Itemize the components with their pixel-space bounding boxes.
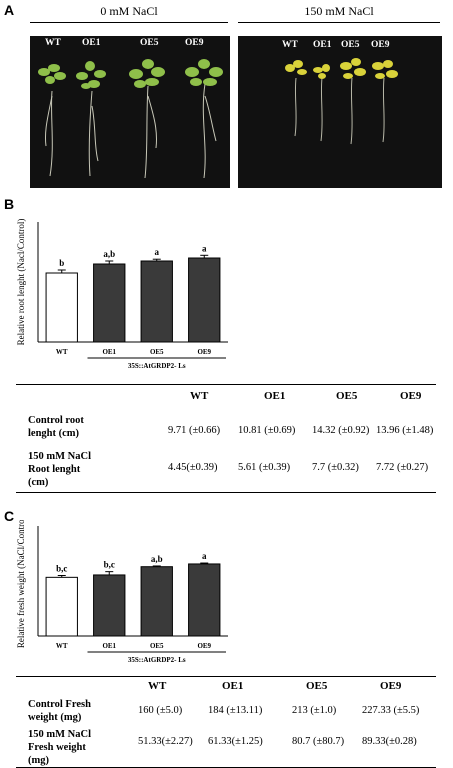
- table-b-bottom-rule: [16, 492, 436, 493]
- salt-label-oe5: OE5: [341, 40, 360, 50]
- significance-letter-wt: b,c: [56, 564, 67, 574]
- bar-oe9: [188, 257, 221, 343]
- control-label-oe5: OE5: [140, 38, 159, 48]
- table-c-row2-label-line3: (mg): [28, 755, 49, 766]
- salt-label-wt: WT: [282, 40, 298, 50]
- panel-b-letter: B: [4, 196, 15, 212]
- bar-oe5: [140, 260, 173, 343]
- table-c-header-wt: WT: [148, 680, 167, 692]
- table-c-row2-oe9: 89.33(±0.28): [362, 736, 417, 747]
- salt-condition-rule: [238, 22, 440, 23]
- significance-letter-oe5: a,b: [151, 554, 163, 564]
- table-b-header-oe9: OE9: [400, 390, 422, 402]
- table-b-row1-label-line2: lenght (cm): [28, 428, 80, 439]
- x-tick-label-oe9: OE9: [197, 642, 211, 650]
- table-b-header-wt: WT: [190, 390, 209, 402]
- panel-a-letter: A: [4, 2, 15, 18]
- bar-oe1: [93, 574, 126, 637]
- bar-oe5: [140, 566, 173, 637]
- control-label-oe9: OE9: [185, 38, 204, 48]
- table-b-row2-label-line3: (cm): [28, 477, 49, 488]
- root-length-chart: Relative root lenght (Nacl/Control) b WT a,…: [16, 219, 228, 370]
- table-c-header-oe5: OE5: [306, 680, 328, 692]
- salt-seedlings-photo: WT OE1 OE5 OE9: [238, 36, 442, 188]
- table-b-row1-oe1: 10.81 (±0.69): [238, 425, 296, 436]
- panel-c-letter: C: [4, 508, 15, 524]
- y-axis-label: Relative fresh weight (NaCl/Control): [16, 520, 26, 648]
- table-b-row1-label-line1: Control root: [28, 415, 84, 426]
- table-b-row2-label-line2: Root lenght: [28, 464, 81, 475]
- table-b-row1-oe5: 14.32 (±0.92): [312, 425, 370, 436]
- transgenic-group-label: 35S::AtGRDP2- Ls: [128, 362, 186, 370]
- x-tick-label-oe1: OE1: [102, 642, 116, 650]
- table-b-header-oe1: OE1: [264, 390, 286, 402]
- table-c-top-rule: [16, 676, 436, 677]
- fresh-weight-table: WT OE1 OE5 OE9 Control Fresh weight (mg)…: [16, 676, 436, 768]
- x-tick-label-oe5: OE5: [150, 642, 164, 650]
- significance-letter-oe1: b,c: [104, 560, 115, 570]
- table-c-row1-oe5: 213 (±1.0): [292, 705, 337, 716]
- table-b-row1-wt: 9.71 (±0.66): [168, 425, 221, 436]
- x-tick-label-wt: WT: [56, 348, 68, 356]
- table-c-row1-label-line2: weight (mg): [28, 712, 82, 723]
- table-c-row1-label: Control Fresh weight (mg): [28, 698, 91, 724]
- salt-seedlings-drawing: [285, 58, 398, 145]
- control-condition-title: 0 mM NaCl: [100, 4, 158, 18]
- significance-letter-oe1: a,b: [103, 249, 115, 259]
- transgenic-group-label: 35S::AtGRDP2- Ls: [128, 656, 186, 664]
- table-b-top-rule: [16, 384, 436, 385]
- table-c-header-oe1: OE1: [222, 680, 244, 692]
- bar-oe1: [93, 263, 126, 343]
- table-c-header-oe9: OE9: [380, 680, 402, 692]
- table-c-row2-wt: 51.33(±2.27): [138, 736, 193, 747]
- significance-letter-oe5: a: [155, 247, 160, 257]
- control-label-wt: WT: [45, 38, 61, 48]
- table-b-row2-wt: 4.45(±0.39): [168, 462, 218, 473]
- significance-letter-oe9: a: [202, 551, 207, 561]
- bar-wt: [45, 576, 78, 637]
- control-seedlings-photo: WT OE1 OE5 OE9: [30, 36, 230, 188]
- table-b-row2-label-line1: 150 mM NaCl: [28, 451, 91, 462]
- table-c-row2-label-line1: 150 mM NaCl: [28, 729, 91, 740]
- significance-letter-oe9: a: [202, 243, 207, 253]
- table-c-row1-label-line1: Control Fresh: [28, 699, 91, 710]
- control-condition-rule: [30, 22, 228, 23]
- control-seedlings-drawing: [38, 59, 223, 179]
- salt-condition-title: 150 mM NaCl: [304, 4, 374, 18]
- table-b-row2-label: 150 mM NaCl Root lenght (cm): [28, 450, 91, 489]
- table-c-row2-label: 150 mM NaCl Fresh weight (mg): [28, 728, 91, 767]
- table-c-row2-oe5: 80.7 (±80.7): [292, 736, 345, 747]
- x-tick-label-oe5: OE5: [150, 348, 164, 356]
- table-c-row2-label-line2: Fresh weight: [28, 742, 86, 753]
- table-c-row1-wt: 160 (±5.0): [138, 705, 183, 716]
- significance-letter-wt: b: [59, 258, 64, 268]
- salt-label-oe9: OE9: [371, 40, 390, 50]
- control-label-oe1: OE1: [82, 38, 101, 48]
- table-b-row2-oe5: 7.7 (±0.32): [312, 462, 359, 473]
- table-b-row2-oe9: 7.72 (±0.27): [376, 462, 429, 473]
- table-b-row1-oe9: 13.96 (±1.48): [376, 425, 434, 436]
- y-axis-label: Relative root lenght (Nacl/Control): [16, 219, 26, 346]
- table-b-row1-label: Control root lenght (cm): [28, 414, 84, 440]
- root-length-table: WT OE1 OE5 OE9 Control root lenght (cm) …: [16, 384, 436, 494]
- x-tick-label-oe9: OE9: [197, 348, 211, 356]
- bar-oe9: [188, 563, 221, 637]
- table-c-row2-oe1: 61.33(±1.25): [208, 736, 263, 747]
- x-tick-label-oe1: OE1: [102, 348, 116, 356]
- bar-wt: [45, 272, 78, 343]
- table-b-row2-oe1: 5.61 (±0.39): [238, 462, 291, 473]
- table-c-row1-oe1: 184 (±13.11): [208, 705, 263, 716]
- x-tick-label-wt: WT: [56, 642, 68, 650]
- table-b-header-oe5: OE5: [336, 390, 358, 402]
- table-c-row1-oe9: 227.33 (±5.5): [362, 705, 420, 716]
- fresh-weight-chart: Relative fresh weight (NaCl/Control) b,c W…: [16, 520, 228, 664]
- salt-label-oe1: OE1: [313, 40, 332, 50]
